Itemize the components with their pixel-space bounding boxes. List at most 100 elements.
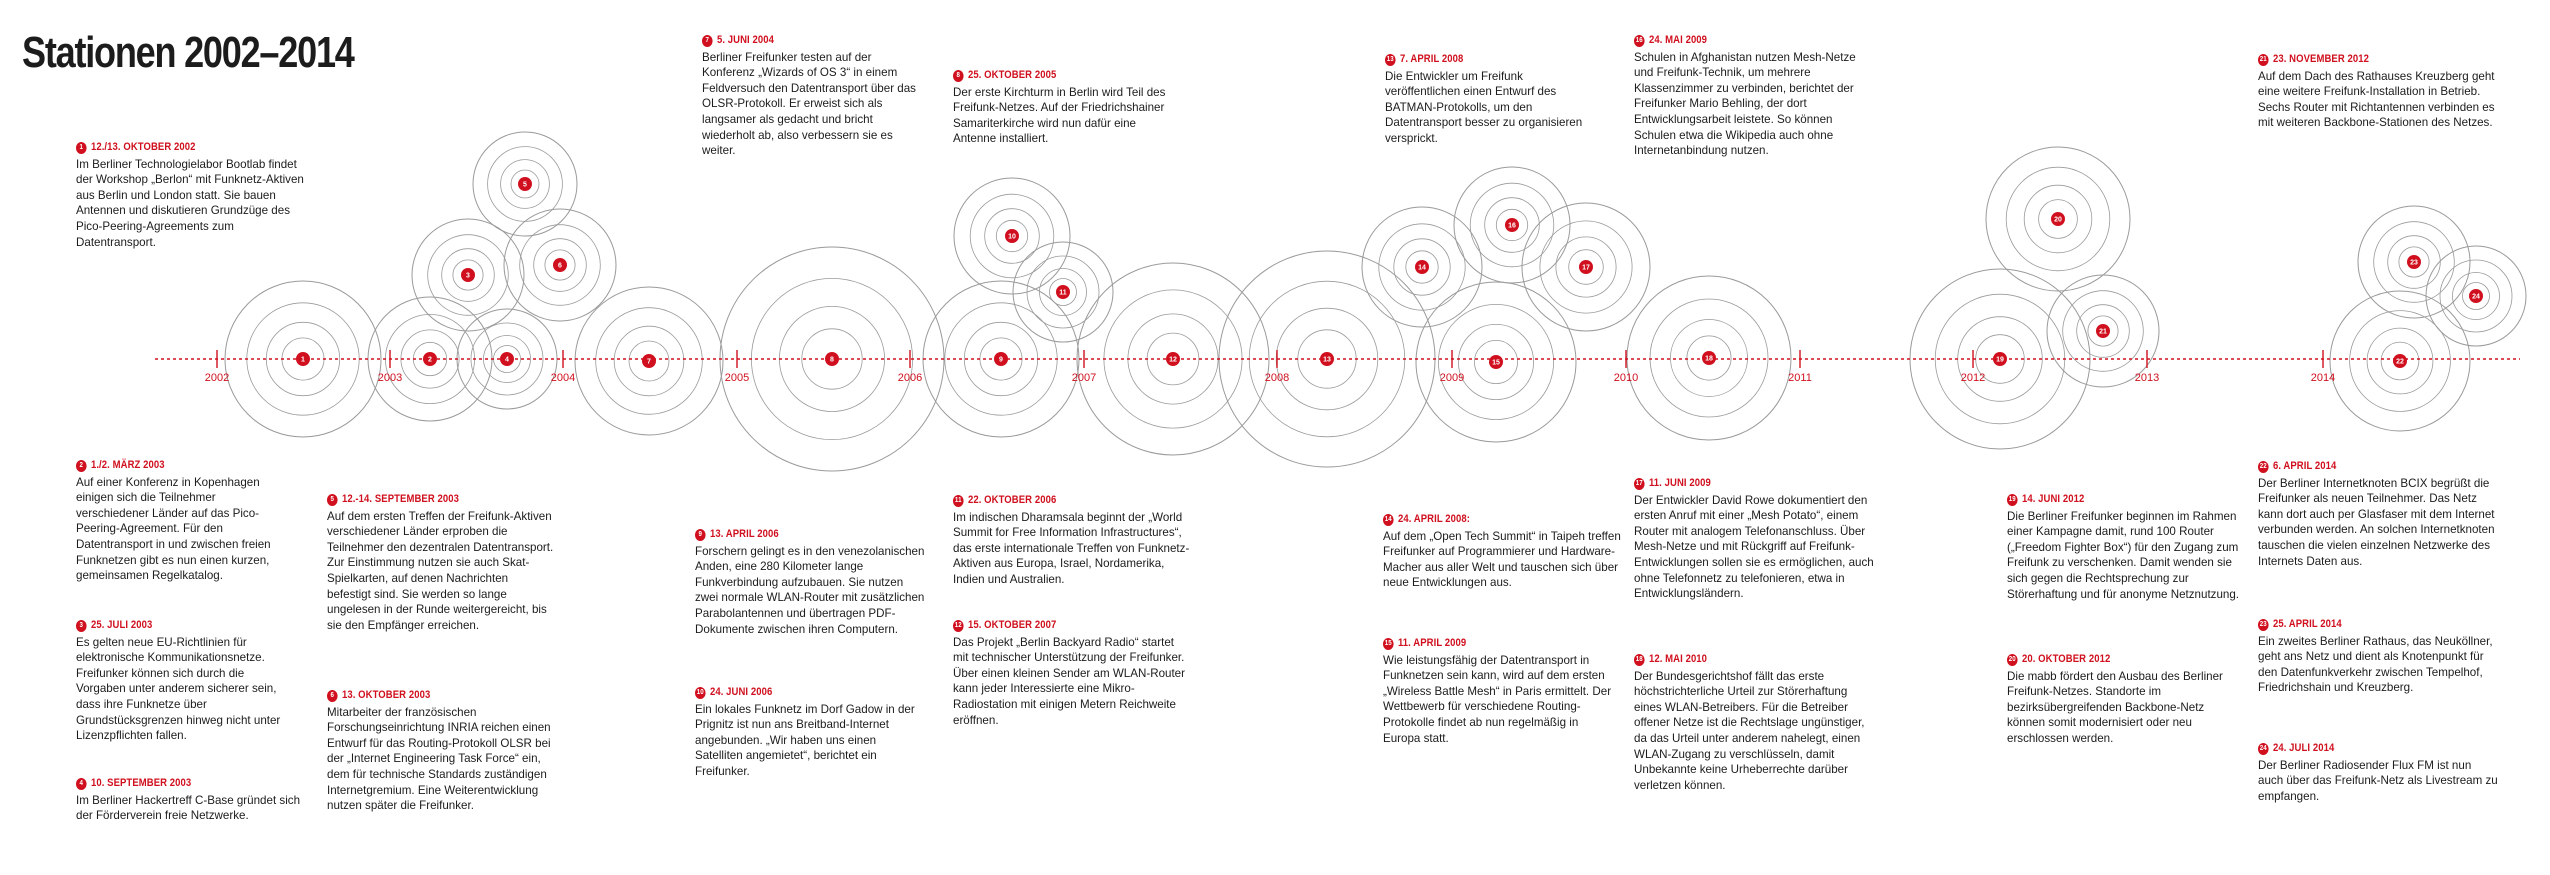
entry-header: 8 25. Oktober 2005 — [953, 68, 1151, 84]
event-ring — [224, 280, 382, 438]
event-marker-17 — [1579, 260, 1593, 274]
entry-header: 22 6. April 2014 — [2258, 459, 2469, 475]
event-marker-number: 5 — [523, 182, 527, 189]
event-marker-10 — [1005, 229, 1019, 243]
entry-header: 21 23. November 2012 — [2258, 52, 2469, 68]
entry-text: Der erste Kirchturm in Berlin wird Teil … — [953, 85, 1166, 146]
entry-date: 10. September 2003 — [90, 777, 192, 789]
event-ring — [510, 169, 540, 199]
event-marker-number: 12 — [1169, 357, 1177, 364]
entry-number-badge: 4 — [76, 777, 87, 790]
timeline-entry-23: 23 25. April 2014 Ein zweites Berliner Rat… — [2258, 617, 2498, 696]
event-marker-24 — [2469, 289, 2483, 303]
entry-date: 12./13. Oktober 2002 — [90, 141, 196, 153]
event-marker-number: 14 — [1418, 265, 1426, 272]
timeline-entry-15: 15 11. April 2009 Wie leistungsfähig der D… — [1383, 636, 1618, 746]
event-ring — [2439, 259, 2513, 333]
entry-number-badge: 6 — [327, 689, 338, 702]
event-ring — [1405, 250, 1439, 284]
entry-number-badge: 8 — [953, 69, 964, 82]
event-ring — [441, 248, 495, 302]
entry-header: 18 12. Mai 2010 — [1634, 652, 1845, 668]
event-ring — [2062, 290, 2144, 372]
event-ring — [2398, 246, 2430, 278]
entry-date: 24. April 2008: — [1397, 513, 1471, 525]
event-ring — [1415, 281, 1577, 443]
entry-header: 10 24. Juni 2006 — [695, 685, 897, 701]
entry-number-badge: 15 — [1383, 637, 1394, 650]
event-ring — [2046, 274, 2160, 388]
timeline-entry-14: 14 24. April 2008: Auf dem „Open Tech Sum… — [1383, 512, 1623, 591]
entry-header: 16 24. Mai 2009 — [1634, 33, 1845, 49]
entry-header: 6 13. Oktober 2003 — [327, 688, 528, 704]
entry-date: 1./2. März 2003 — [90, 459, 165, 471]
event-ring — [427, 234, 509, 316]
timeline-entry-11: 11 22. Oktober 2006 Im indischen Dharamsal… — [953, 493, 1193, 588]
event-ring — [500, 159, 550, 209]
entry-text: Der Berliner Internetknoten BCIX begrüßt… — [2258, 476, 2495, 568]
year-label: 2009 — [1440, 372, 1464, 384]
entry-number-badge: 18 — [1634, 653, 1645, 666]
event-ring — [2357, 205, 2471, 319]
entry-date: 22. Oktober 2006 — [967, 494, 1057, 506]
event-ring — [1539, 220, 1633, 314]
entry-text: Es gelten neue EU-Richtlinien für elektr… — [76, 635, 281, 743]
event-marker-12 — [1166, 352, 1180, 366]
entry-date: 24. Juli 2014 — [2272, 742, 2335, 754]
entry-header: 12 15. Oktober 2007 — [953, 618, 1160, 634]
event-ring — [801, 328, 863, 390]
event-marker-number: 19 — [1996, 357, 2004, 364]
event-marker-number: 4 — [505, 357, 509, 364]
event-marker-20 — [2051, 212, 2065, 226]
entry-date: 13. April 2006 — [709, 528, 779, 540]
event-marker-number: 7 — [647, 359, 651, 366]
entry-date: 12. Mai 2010 — [1648, 653, 1708, 665]
event-rings — [224, 131, 2527, 472]
timeline-entry-6: 6 13. Oktober 2003 Mitarbeiter der französ… — [327, 688, 555, 814]
event-ring — [2366, 327, 2434, 395]
event-ring — [1076, 262, 1270, 456]
event-ring — [1393, 238, 1451, 296]
entry-number-badge: 7 — [702, 34, 713, 47]
timeline-entry-21: 21 23. November 2012 Auf dem Dach des Rath… — [2258, 52, 2498, 131]
entry-date: 15. Oktober 2007 — [967, 619, 1057, 631]
event-marker-number: 16 — [1508, 223, 1516, 230]
entry-text: Die mabb fördert den Ausbau des Berliner… — [2007, 669, 2223, 745]
timeline-entry-24: 24 24. Juli 2014 Der Berliner Radiosender … — [2258, 741, 2498, 804]
event-marker-number: 18 — [1705, 356, 1713, 363]
timeline-entry-3: 3 25. Juli 2003 Es gelten neue EU-Richtlin… — [76, 618, 296, 744]
event-ring — [2038, 199, 2078, 239]
event-ring — [483, 335, 531, 383]
event-ring — [1555, 236, 1617, 298]
event-ring — [2087, 315, 2119, 347]
event-ring — [1012, 241, 1114, 343]
year-label: 2003 — [378, 372, 402, 384]
entry-text: Ein zweites Berliner Rathaus, das Neuköl… — [2258, 634, 2493, 695]
timeline-entry-4: 4 10. September 2003 Im Berliner Hackertre… — [76, 776, 311, 824]
entry-header: 17 11. Juni 2009 — [1634, 476, 1845, 492]
event-ring — [1474, 339, 1519, 384]
event-ring — [969, 193, 1055, 279]
event-marker-14 — [1415, 260, 1429, 274]
timeline-entry-13: 13 7. April 2008 Die Entwickler um Freifun… — [1385, 52, 1600, 147]
year-label: 2007 — [1072, 372, 1096, 384]
entry-number-badge: 1 — [76, 141, 87, 154]
event-ring — [984, 208, 1040, 264]
entry-number-badge: 5 — [327, 493, 338, 506]
entry-date: 6. April 2014 — [2272, 460, 2337, 472]
event-ring — [1453, 166, 1571, 284]
entry-text: Auf dem „Open Tech Summit“ in Taipeh tre… — [1383, 529, 1621, 590]
timeline-entry-22: 22 6. April 2014 Der Berliner Internetknot… — [2258, 459, 2498, 569]
event-ring — [1469, 182, 1555, 268]
event-ring — [1039, 268, 1087, 316]
entry-text: Ein lokales Funknetz im Dorf Gadow in de… — [695, 702, 915, 778]
entry-number-badge: 3 — [76, 619, 87, 632]
entry-text: Wie leistungsfähig der Datentransport in… — [1383, 653, 1612, 745]
entry-date: 13. Oktober 2003 — [341, 689, 431, 701]
entry-text: Der Entwickler David Rowe dokumentiert d… — [1634, 493, 1874, 601]
event-marker-22 — [2393, 354, 2407, 368]
event-ring — [470, 322, 544, 396]
timeline-entry-8: 8 25. Oktober 2005 Der erste Kirchturm in … — [953, 68, 1178, 147]
entry-number-badge: 12 — [953, 619, 964, 632]
